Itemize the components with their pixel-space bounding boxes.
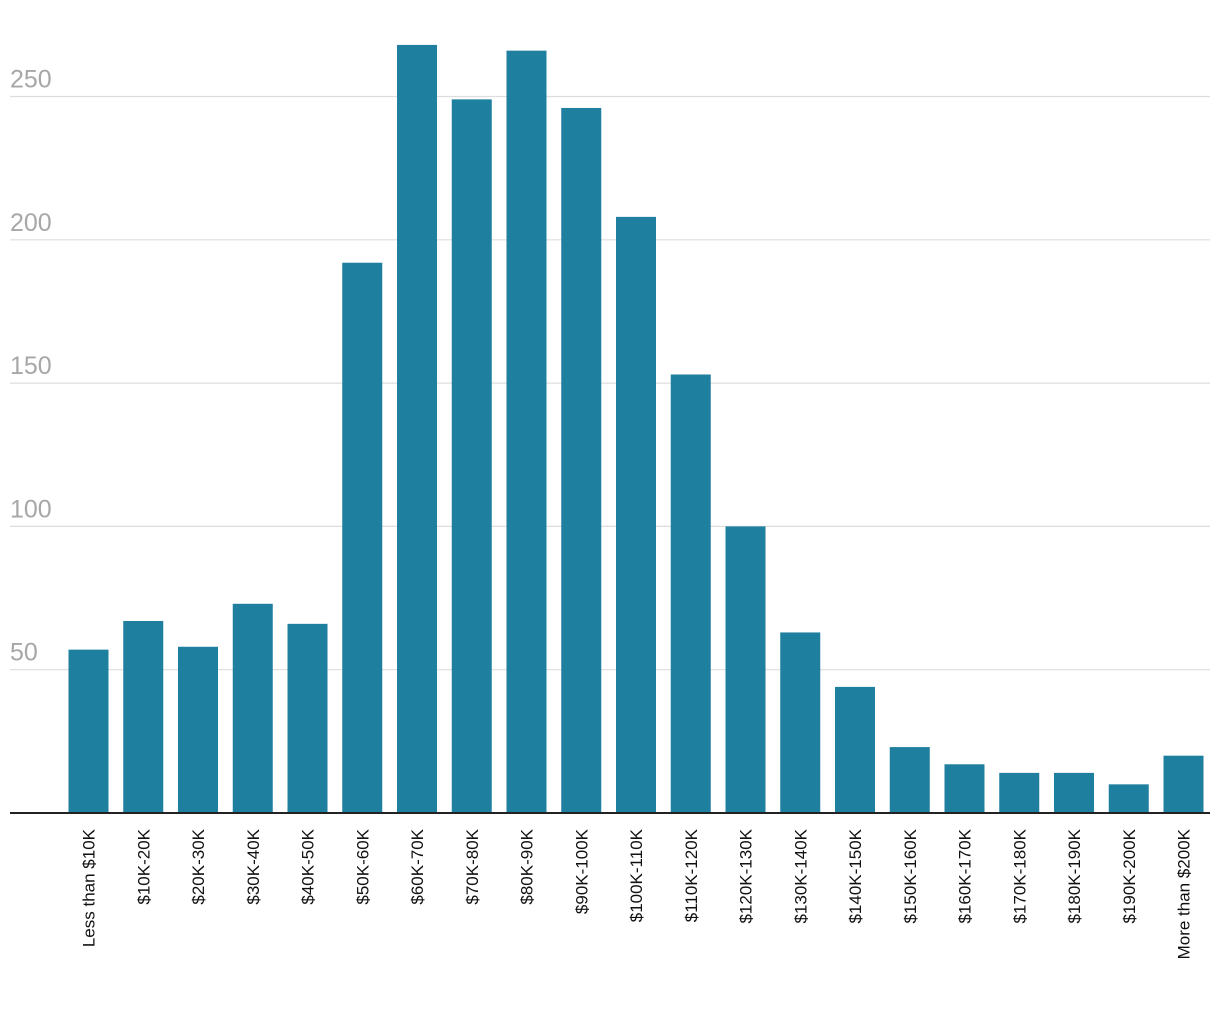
gridlines [10,95,1210,671]
y-tick-label: 200 [10,209,52,237]
bar [725,526,766,813]
y-tick-label: 100 [10,495,52,523]
bar [1108,784,1149,813]
x-tick-label: $80K-90K [518,828,537,904]
bar [451,99,492,814]
bar [670,374,711,813]
bar [561,107,602,814]
bar [889,747,930,813]
y-tick-label: 250 [10,66,52,94]
x-tick-label: $190K-200K [1120,828,1139,923]
x-tick-label: $100K-110K [627,828,646,922]
bar [780,632,821,813]
y-tick-label: 150 [10,352,52,380]
bar [835,686,875,813]
x-tick-label: More than $200K [1175,828,1194,959]
bar [1054,772,1094,813]
x-tick-label: $50K-60K [353,828,372,904]
x-tick-label: Less than $10K [80,828,99,947]
bar [123,620,164,813]
bar [999,772,1040,813]
bar [287,623,328,813]
x-tick-label: $110K-120K [682,828,701,922]
bar [616,216,656,813]
y-tick-label: 50 [10,639,38,667]
x-tick-label: $130K-140K [791,828,810,923]
bar [397,44,437,814]
x-tick-label: $70K-80K [463,828,482,904]
x-axis-tick-labels: Less than $10K $10K-20K $20K-30K $30K-40K $4… [80,828,1194,959]
bar [342,262,383,813]
x-tick-label: $140K-150K [846,828,865,923]
x-tick-label: $160K-170K [956,828,975,923]
x-tick-label: $30K-40K [244,828,263,904]
x-tick-label: $10K-20K [134,828,153,904]
x-tick-label: $170K-180K [1010,828,1029,923]
x-tick-label: $120K-130K [737,828,756,923]
bar [944,764,985,813]
bar [232,603,273,813]
bars [68,44,1204,814]
x-tick-label: $20K-30K [189,828,208,904]
bar [68,649,109,813]
bar [178,646,218,813]
bar [1163,755,1204,813]
x-tick-label: $150K-160K [901,828,920,923]
x-tick-label: $60K-70K [408,828,427,904]
x-tick-label: $90K-100K [572,828,591,914]
bar [506,50,547,814]
y-axis-tick-labels: 50 100 150 200 250 [10,66,52,667]
x-tick-label: $40K-50K [299,828,318,904]
x-tick-label: $180K-190K [1065,828,1084,923]
